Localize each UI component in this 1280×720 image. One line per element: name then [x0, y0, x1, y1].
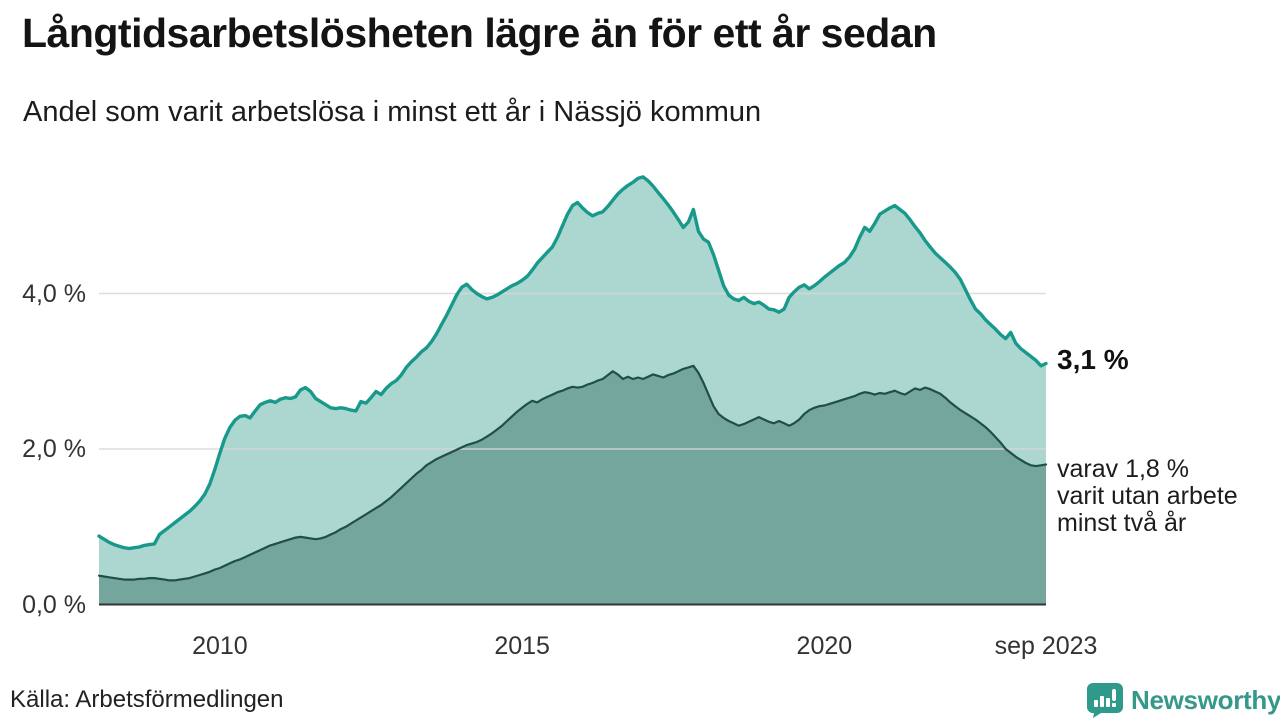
end-value-label-two-years: varav 1,8 % varit utan arbete minst två … [1057, 454, 1238, 537]
y-axis-label-4: 4,0 % [22, 279, 86, 308]
chart-subtitle: Andel som varit arbetslösa i minst ett å… [23, 96, 762, 128]
end-value-label-total: 3,1 % [1057, 344, 1129, 376]
x-axis-label-sep-2023: sep 2023 [994, 632, 1098, 660]
newsworthy-logo: Newsworthy [1086, 682, 1280, 718]
source-attribution: Källa: Arbetsförmedlingen [10, 686, 284, 713]
annotation-line-1: varav 1,8 % [1057, 454, 1190, 483]
y-axis-label-2: 2,0 % [22, 435, 86, 463]
newsworthy-logo-text: Newsworthy [1131, 684, 1280, 715]
page-title: Långtidsarbetslösheten lägre än för ett … [22, 10, 937, 56]
y-axis-label-0: 0,0 % [22, 590, 86, 619]
annotation-line-2: varit utan arbete [1057, 481, 1238, 510]
annotation-line-3: minst två år [1057, 508, 1187, 537]
x-axis-label-2015: 2015 [494, 632, 550, 660]
x-axis-label-2010: 2010 [192, 632, 248, 660]
newsworthy-logo-icon [1086, 683, 1123, 718]
x-axis-label-2020: 2020 [796, 632, 853, 660]
